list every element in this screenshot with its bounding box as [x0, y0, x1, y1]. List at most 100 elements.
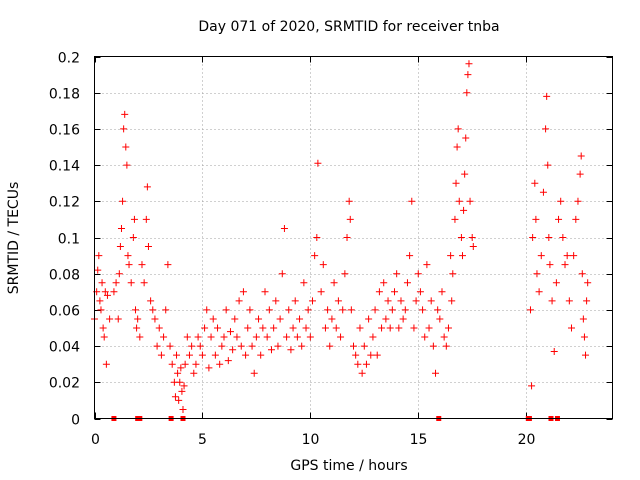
- x-tick-label: 20: [518, 432, 536, 448]
- data-point: [343, 234, 351, 241]
- data-point: [570, 252, 578, 260]
- data-point: [458, 252, 466, 260]
- data-point: [429, 342, 437, 350]
- data-point: [306, 333, 314, 341]
- data-point: [378, 324, 386, 332]
- y-tick-label: 0.1: [58, 232, 80, 248]
- data-point: [365, 315, 373, 323]
- data-point: [180, 382, 188, 390]
- data-point: [263, 333, 271, 341]
- data-point: [362, 360, 370, 368]
- data-point: [416, 288, 424, 296]
- data-point: [452, 179, 460, 187]
- data-point: [341, 270, 349, 278]
- data-point: [190, 369, 198, 377]
- data-point: [565, 297, 573, 305]
- data-point: [175, 396, 183, 404]
- data-point: [438, 288, 446, 296]
- data-point: [448, 297, 456, 305]
- data-point: [102, 360, 110, 368]
- data-point: [136, 333, 144, 341]
- data-point: [278, 270, 286, 278]
- data-point: [119, 197, 127, 205]
- x-axis-label: GPS time / hours: [290, 458, 407, 474]
- data-point: [194, 333, 202, 341]
- data-point: [176, 378, 184, 386]
- data-point: [257, 351, 265, 359]
- y-axis-label: SRMTID / TECUs: [6, 182, 22, 295]
- data-point: [352, 351, 360, 359]
- data-point: [577, 152, 585, 160]
- data-point: [380, 279, 388, 287]
- data-point: [347, 306, 355, 314]
- data-point: [101, 288, 109, 296]
- data-point: [533, 270, 541, 278]
- data-point: [100, 333, 108, 341]
- data-point: [229, 346, 237, 354]
- data-point: [185, 351, 193, 359]
- data-point: [155, 324, 163, 332]
- y-tick-label: 0: [71, 413, 80, 429]
- x-tick-label: 5: [198, 432, 207, 448]
- data-point: [373, 351, 381, 359]
- data-point: [134, 315, 142, 323]
- y-axis: 0 0.02 0.04 0.06 0.08 0.1 0.12 0.14 0.16 0.18 0.2: [49, 51, 613, 429]
- data-point: [244, 324, 252, 332]
- data-point: [114, 315, 122, 323]
- data-point: [239, 288, 247, 296]
- data-point: [550, 348, 558, 356]
- data-point: [584, 279, 592, 287]
- data-point: [291, 297, 299, 305]
- data-point: [188, 342, 196, 350]
- data-point: [447, 252, 455, 260]
- data-point: [153, 342, 161, 350]
- data-point: [337, 333, 345, 341]
- data-point: [285, 306, 293, 314]
- data-point: [112, 279, 120, 287]
- data-point: [302, 324, 310, 332]
- data-point: [423, 261, 431, 269]
- data-point: [462, 134, 470, 142]
- data-point: [334, 297, 342, 305]
- data-point: [211, 351, 219, 359]
- data-point: [328, 315, 336, 323]
- data-point: [369, 333, 377, 341]
- data-point: [183, 333, 191, 341]
- data-point: [304, 306, 312, 314]
- data-point: [375, 288, 383, 296]
- data-point: [272, 297, 280, 305]
- data-point: [214, 324, 222, 332]
- data-point: [226, 328, 234, 336]
- data-points: [91, 60, 592, 413]
- data-point: [96, 297, 104, 305]
- x-tick-label: 15: [410, 432, 428, 448]
- data-point: [138, 261, 146, 269]
- data-point: [425, 324, 433, 332]
- data-point: [356, 324, 364, 332]
- data-point: [354, 360, 362, 368]
- data-point: [545, 234, 553, 241]
- data-point: [526, 306, 534, 314]
- data-point: [419, 306, 427, 314]
- y-tick-label: 0.02: [49, 376, 80, 392]
- data-point: [434, 306, 442, 314]
- data-point: [121, 110, 129, 118]
- data-point: [162, 306, 170, 314]
- grid-lines: [94, 56, 613, 419]
- data-point: [552, 279, 560, 287]
- data-point: [280, 224, 288, 232]
- data-point: [246, 306, 254, 314]
- data-point: [276, 315, 284, 323]
- data-point: [296, 315, 304, 323]
- data-point: [289, 324, 297, 332]
- data-point: [468, 234, 476, 241]
- data-point: [324, 306, 332, 314]
- data-point: [350, 342, 357, 350]
- data-point: [129, 234, 137, 241]
- data-point: [391, 288, 399, 296]
- data-point: [140, 279, 148, 287]
- data-point: [174, 369, 182, 377]
- data-point: [449, 270, 457, 278]
- data-point: [403, 279, 411, 287]
- data-point: [274, 342, 282, 350]
